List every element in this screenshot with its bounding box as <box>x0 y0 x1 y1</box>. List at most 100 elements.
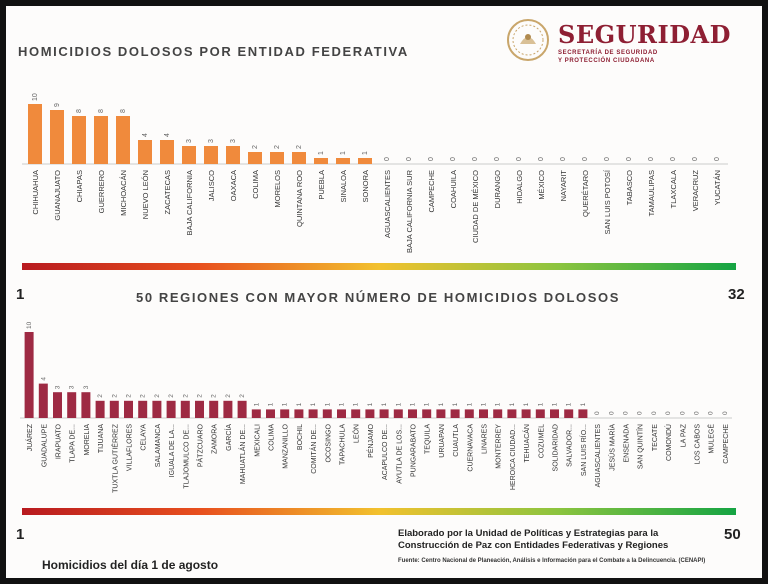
bar-value-label: 8 <box>98 109 105 113</box>
bar-value-label: 2 <box>252 145 259 149</box>
bar-value-label: 1 <box>580 402 587 406</box>
category-label: LOS CABOS <box>695 424 702 465</box>
bar <box>251 409 261 418</box>
bar <box>160 140 174 164</box>
bar <box>507 409 517 418</box>
bar <box>578 409 588 418</box>
bar-value-label: 0 <box>708 411 715 415</box>
category-label: MULEGÉ <box>707 424 716 454</box>
category-label: ZAMORA <box>212 424 219 454</box>
category-label: CAMPECHE <box>427 170 436 213</box>
bar-value-label: 0 <box>604 157 611 161</box>
scale-max-states: 32 <box>728 286 745 303</box>
bar-value-label: 2 <box>111 394 118 398</box>
category-label: IRAPUATO <box>56 423 63 459</box>
category-label: PÉNJAMO <box>366 423 375 457</box>
bar <box>365 409 375 418</box>
bar-value-label: 1 <box>381 402 388 406</box>
bar <box>67 392 77 418</box>
bar-value-label: 1 <box>340 151 347 155</box>
bar <box>24 332 34 418</box>
category-label: YUCATÁN <box>713 170 722 205</box>
bar-value-label: 0 <box>623 411 630 415</box>
category-label: QUINTANA ROO <box>295 170 304 227</box>
category-label: SALVADOR... <box>567 424 574 467</box>
category-label: NUEVO LEÓN <box>141 170 150 219</box>
bar-value-label: 8 <box>120 109 127 113</box>
date-label: Homicidios del día 1 de agosto <box>42 558 219 572</box>
category-label: AGUASCALIENTES <box>383 170 392 238</box>
logo: SEGURIDAD SECRETARÍA DE SEGURIDAD Y PROT… <box>506 14 758 66</box>
credit-line-2: Construcción de Paz con Entidades Federa… <box>398 540 669 551</box>
bar <box>535 409 545 418</box>
bar-value-label: 2 <box>211 394 218 398</box>
bar-value-label: 3 <box>230 139 237 143</box>
category-label: COAHUILA <box>449 170 458 208</box>
bar <box>436 409 446 418</box>
bar-value-label: 1 <box>367 402 374 406</box>
bar <box>521 409 531 418</box>
category-label: OCOSINGO <box>325 423 332 462</box>
bar-value-label: 1 <box>537 402 544 406</box>
bar-value-label: 2 <box>296 145 303 149</box>
bar-value-label: 8 <box>76 109 83 113</box>
category-label: TIJUANA <box>98 424 105 454</box>
category-label: SAN LUIS RÍO... <box>579 424 588 476</box>
bar <box>50 110 64 164</box>
bar <box>72 116 86 164</box>
category-label: BAJA CALIFORNIA SUR <box>405 169 414 253</box>
bar <box>152 400 162 418</box>
org-subtitle-2: Y PROTECCIÓN CIUDADANA <box>558 58 655 64</box>
category-label: COMITÁN DE... <box>309 424 318 474</box>
bar-value-label: 3 <box>186 139 193 143</box>
bar <box>38 383 48 418</box>
category-label: SALAMANCA <box>155 424 162 468</box>
bar-value-label: 0 <box>538 157 545 161</box>
bar <box>266 409 275 418</box>
category-label: COZUMEL <box>538 424 545 458</box>
bar <box>408 409 417 418</box>
bar-value-label: 0 <box>582 157 589 161</box>
color-scale-bar-regions <box>22 508 736 515</box>
bar-value-label: 1 <box>566 402 573 406</box>
bar <box>124 400 133 418</box>
bar <box>138 400 148 418</box>
bar-value-label: 4 <box>40 377 47 381</box>
bar <box>270 152 284 164</box>
bar-value-label: 0 <box>694 411 701 415</box>
category-label: MORELIA <box>84 424 91 456</box>
bar-value-label: 0 <box>494 157 501 161</box>
bar-value-label: 1 <box>253 402 260 406</box>
bar-value-label: 0 <box>722 411 729 415</box>
source-note: Fuente: Centro Nacional de Planeación, A… <box>398 558 706 564</box>
bar <box>564 409 574 418</box>
bar-value-label: 2 <box>140 394 147 398</box>
bar <box>292 152 306 164</box>
category-label: MEXICALI <box>254 424 261 457</box>
bar-value-label: 0 <box>384 157 391 161</box>
category-label: TLAPA DE... <box>70 424 77 463</box>
bar-value-label: 9 <box>54 103 61 107</box>
bar-value-label: 1 <box>339 402 346 406</box>
bar <box>81 392 91 418</box>
bar-value-label: 4 <box>142 133 149 137</box>
category-label: MICHOACÁN <box>119 170 128 216</box>
bar <box>393 409 403 418</box>
bar <box>379 409 389 418</box>
category-label: PUNGARABATO <box>411 423 418 477</box>
bar-value-label: 1 <box>523 402 530 406</box>
bar-value-label: 0 <box>516 157 523 161</box>
category-label: MÉXICO <box>537 170 546 200</box>
bar-value-label: 0 <box>450 157 457 161</box>
bar-value-label: 1 <box>324 402 331 406</box>
bar <box>195 400 204 418</box>
bar-value-label: 0 <box>692 157 699 161</box>
category-label: TEHUACÁN <box>522 424 531 463</box>
bar-value-label: 1 <box>438 402 445 406</box>
bar-value-label: 2 <box>239 394 246 398</box>
bar-value-label: 1 <box>296 402 303 406</box>
bar-value-label: 1 <box>410 402 417 406</box>
bar-value-label: 2 <box>182 394 189 398</box>
category-label: MANZANILLO <box>283 423 290 468</box>
